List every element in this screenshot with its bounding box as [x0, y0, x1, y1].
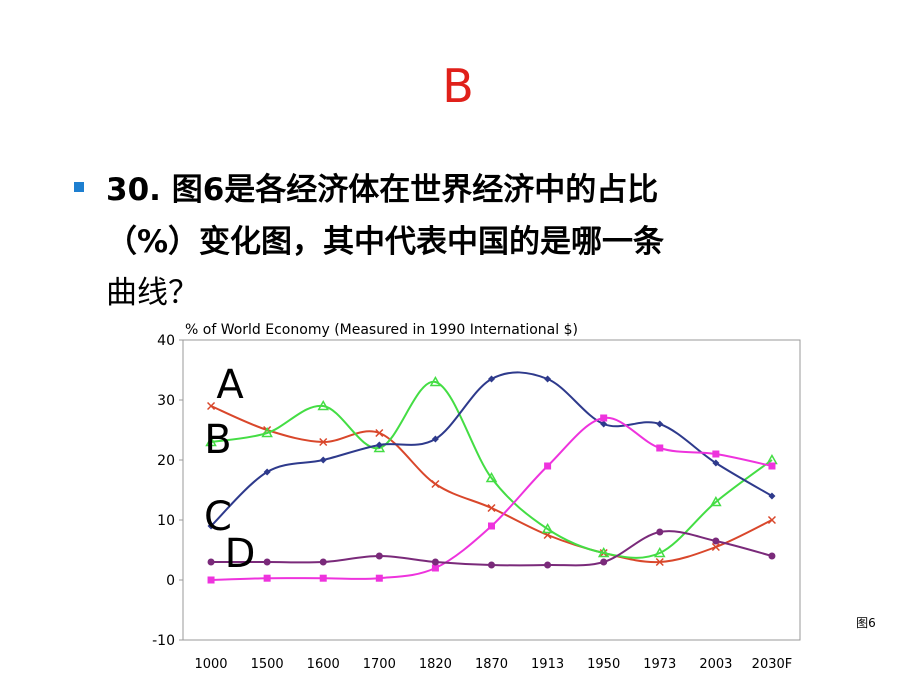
x-tick-label: 1000 — [194, 657, 227, 672]
marker — [207, 522, 215, 530]
question-line: （%）变化图，其中代表中国的是哪一条 — [106, 224, 664, 260]
marker — [656, 528, 664, 536]
x-tick-label: 1600 — [307, 657, 340, 672]
marker — [207, 558, 215, 566]
marker — [544, 375, 552, 383]
marker — [431, 479, 440, 489]
marker — [768, 492, 776, 500]
x-tick-label: 1500 — [251, 657, 284, 672]
marker — [711, 542, 720, 552]
marker — [375, 428, 384, 438]
marker — [488, 522, 495, 530]
chart: -10 0 10 20 30 40 1000 1500 1600 1700 1820 1870 1913… — [152, 333, 801, 672]
marker — [712, 537, 720, 545]
marker — [319, 437, 328, 447]
marker — [600, 414, 608, 422]
marker — [207, 576, 215, 584]
curve-label: B — [204, 417, 231, 463]
question-line: 曲线？ — [106, 275, 199, 311]
x-tick-label: 1870 — [475, 657, 508, 672]
y-tick-label: 10 — [157, 513, 175, 529]
x-tick-label: 1973 — [643, 657, 676, 672]
marker — [541, 522, 554, 534]
marker — [431, 564, 439, 572]
marker — [431, 435, 439, 443]
marker — [597, 546, 610, 558]
marker — [263, 558, 271, 566]
marker — [656, 444, 664, 452]
y-tick-label: -10 — [152, 633, 175, 649]
marker — [712, 459, 720, 467]
figure-label: 图6 — [856, 616, 876, 630]
marker — [263, 574, 271, 582]
chart-title: % of World Economy (Measured in 1990 Int… — [185, 322, 578, 338]
marker — [653, 546, 666, 558]
marker — [710, 495, 722, 507]
marker — [655, 557, 664, 567]
question-line: 30. 图6是各经济体在世界经济中的占比 — [106, 172, 658, 208]
marker — [373, 441, 386, 453]
marker — [767, 515, 776, 525]
bullet — [74, 182, 84, 192]
x-tick-label: 1913 — [531, 657, 564, 672]
curve-label: D — [225, 531, 256, 577]
marker — [263, 468, 271, 476]
x-tick-label: 1950 — [587, 657, 620, 672]
series-line — [210, 380, 773, 559]
marker — [600, 558, 608, 566]
marker — [319, 574, 327, 582]
marker — [205, 435, 217, 447]
marker — [319, 456, 327, 464]
marker — [375, 441, 383, 449]
marker — [487, 503, 496, 513]
marker — [768, 462, 776, 470]
marker — [712, 450, 720, 458]
answer: B — [442, 59, 474, 113]
y-tick-label: 30 — [157, 393, 175, 409]
y-tick-label: 40 — [157, 333, 175, 349]
marker — [768, 552, 776, 560]
x-tick-label: 2003 — [699, 657, 732, 672]
marker — [317, 399, 330, 411]
marker — [488, 375, 495, 383]
x-tick-label: 1820 — [419, 657, 452, 672]
x-tick-label: 2030F — [752, 657, 793, 672]
y-tick-label: 20 — [157, 453, 175, 469]
marker — [488, 561, 495, 569]
marker — [375, 552, 383, 560]
marker — [656, 420, 664, 428]
marker — [207, 401, 216, 411]
marker — [600, 420, 608, 428]
y-tick-label: 0 — [166, 573, 175, 589]
marker — [544, 561, 552, 569]
marker — [375, 574, 383, 582]
marker — [431, 558, 439, 566]
curve-label: C — [204, 494, 232, 540]
x-tick-label: 1700 — [363, 657, 396, 672]
marker — [261, 426, 273, 438]
marker — [319, 558, 327, 566]
curve-label: A — [216, 362, 244, 408]
plot-frame — [182, 339, 801, 641]
marker — [485, 471, 498, 483]
marker — [429, 375, 442, 387]
marker — [544, 462, 552, 470]
